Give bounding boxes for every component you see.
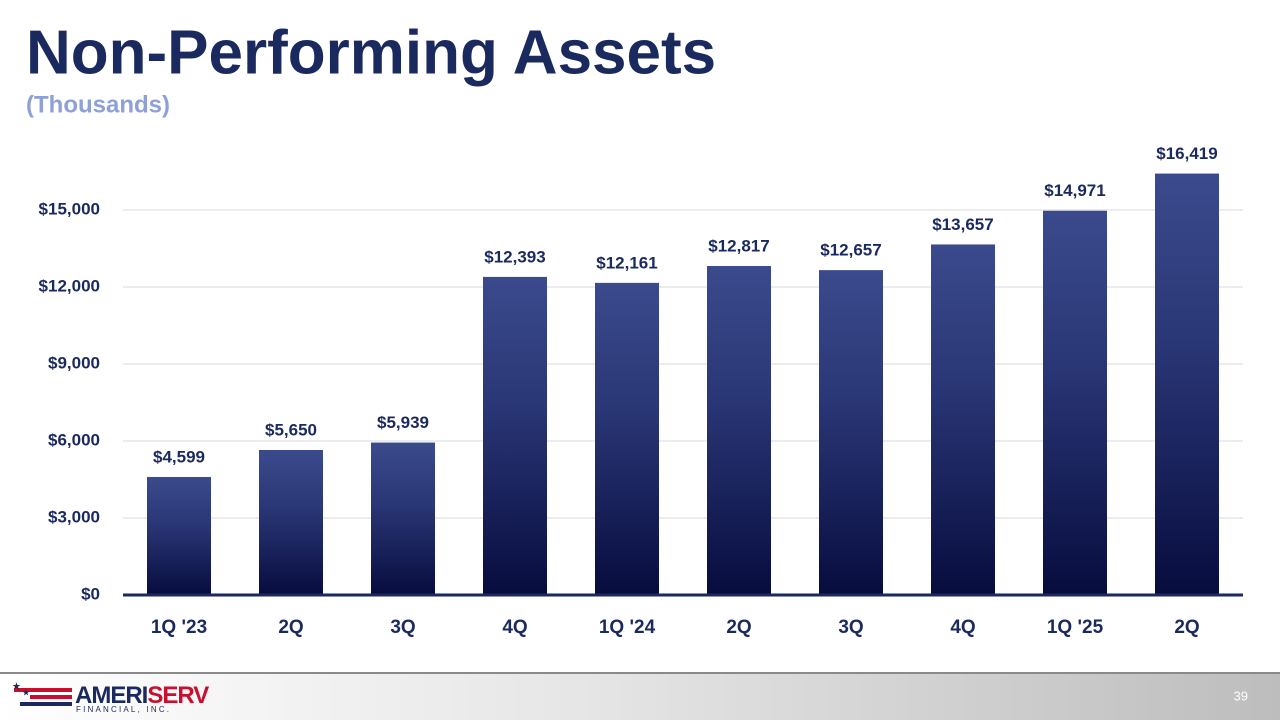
value-label: $5,939 (377, 413, 429, 432)
value-label: $5,650 (265, 420, 317, 439)
bar (707, 266, 771, 595)
y-tick-label: $15,000 (39, 199, 100, 218)
value-label: $12,817 (708, 237, 769, 256)
x-tick-label: 1Q '25 (1047, 617, 1104, 638)
logo-text: AMERISERV (75, 682, 209, 709)
bar (259, 449, 323, 595)
value-label: $12,657 (820, 241, 881, 260)
y-tick-label: $9,000 (48, 353, 100, 372)
value-label: $16,419 (1156, 144, 1217, 163)
footer-band (0, 673, 1280, 720)
x-tick-label: 2Q (726, 617, 751, 638)
bar (1155, 173, 1219, 596)
x-tick-label: 4Q (502, 617, 527, 638)
x-tick-label: 1Q '23 (151, 617, 207, 638)
y-tick-label: $12,000 (39, 276, 100, 295)
bar (819, 270, 883, 595)
value-label: $4,599 (153, 447, 205, 466)
x-tick-label: 2Q (278, 617, 303, 638)
logo-flag: ★ ★ (12, 682, 72, 706)
bar (371, 442, 435, 595)
footer: ★ ★ AMERISERV FINANCIAL, INC. 39 (0, 672, 1280, 720)
bar (1043, 210, 1107, 596)
x-tick-label: 1Q '24 (599, 617, 656, 638)
y-tick-label: $6,000 (48, 430, 100, 449)
bar (931, 244, 995, 595)
y-tick-label: $0 (81, 584, 100, 603)
x-tick-label: 4Q (950, 617, 975, 638)
svg-text:★: ★ (22, 687, 30, 697)
bar (595, 282, 659, 595)
logo-part: AMERI (75, 682, 148, 709)
bar (483, 276, 547, 595)
value-label: $12,161 (596, 253, 657, 272)
bar (147, 476, 211, 595)
plot: $0 $3,000 $6,000 $9,000 $12,000 $15,000 $4,599… (39, 144, 1243, 638)
value-label: $12,393 (484, 247, 545, 266)
page-number: 39 (1234, 688, 1248, 703)
logo-part: SERV (147, 682, 209, 709)
x-tick-label: 3Q (390, 617, 415, 638)
x-tick-label: 3Q (838, 617, 863, 638)
svg-text:★: ★ (12, 682, 21, 693)
logo-tagline: FINANCIAL, INC. (76, 705, 171, 714)
chart-title: Non-Performing Assets (26, 18, 716, 87)
y-tick-label: $3,000 (48, 507, 100, 526)
value-label: $14,971 (1044, 181, 1105, 200)
value-label: $13,657 (932, 215, 993, 234)
x-tick-label: 2Q (1174, 617, 1199, 638)
chart-subtitle: (Thousands) (26, 91, 170, 118)
